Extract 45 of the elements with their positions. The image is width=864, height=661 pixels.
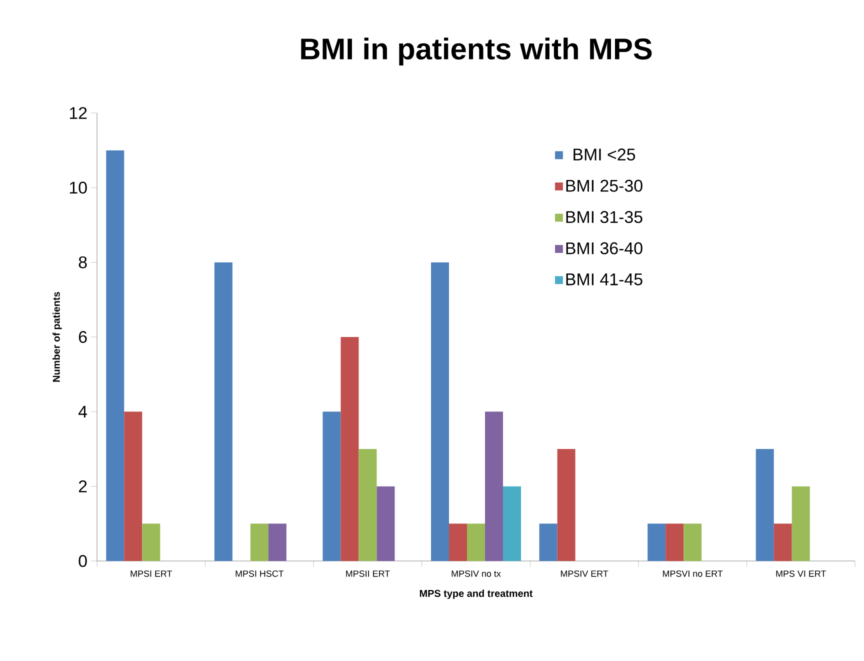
bar xyxy=(124,412,142,561)
legend-label: BMI 36-40 xyxy=(566,242,642,254)
bar xyxy=(431,262,450,561)
bar xyxy=(539,524,558,561)
legend-label: BMI 25-30 xyxy=(566,180,642,192)
bar xyxy=(792,486,810,561)
bar xyxy=(756,448,774,561)
bar xyxy=(322,412,341,561)
bar xyxy=(358,448,377,561)
y-tick-label: 10 xyxy=(70,182,87,194)
bar xyxy=(214,262,232,561)
bar xyxy=(557,448,576,561)
y-tick-label: 8 xyxy=(78,256,87,268)
x-tick-label: MPSIV ERT xyxy=(560,570,608,577)
bar xyxy=(142,524,160,561)
y-axis-title: Number of patients xyxy=(52,292,62,382)
chart-title: BMI in patients with MPS xyxy=(301,38,652,66)
bar xyxy=(449,524,468,561)
bar xyxy=(340,336,359,561)
y-tick-label: 2 xyxy=(78,480,87,492)
bar xyxy=(503,486,522,561)
legend-label: BMI <25 xyxy=(574,148,636,161)
x-tick-label: MPSI ERT xyxy=(130,570,172,577)
bar xyxy=(467,524,486,561)
x-tick-label: MPSVI no ERT xyxy=(663,570,723,577)
bar xyxy=(268,524,286,561)
legend-label: BMI 41-45 xyxy=(566,274,642,286)
x-tick-label: MPSII ERT xyxy=(346,570,390,577)
legend-label: BMI 31-35 xyxy=(566,211,642,224)
bar xyxy=(648,524,666,561)
x-axis-title: MPS type and treatment xyxy=(420,590,533,599)
bar xyxy=(485,412,504,561)
y-tick-label: 12 xyxy=(70,107,87,119)
bar xyxy=(666,524,684,561)
bar xyxy=(106,150,124,561)
y-tick-label: 0 xyxy=(78,554,87,567)
bar xyxy=(684,524,702,561)
bar xyxy=(250,524,268,561)
bar xyxy=(774,524,792,561)
x-tick-label: MPSI HSCT xyxy=(236,570,284,577)
y-tick-label: 4 xyxy=(78,406,88,418)
x-tick-label: MPSIV no tx xyxy=(452,570,501,577)
bar xyxy=(376,486,395,561)
x-tick-label: MPS VI ERT xyxy=(776,570,826,577)
y-tick-label: 6 xyxy=(78,330,87,343)
